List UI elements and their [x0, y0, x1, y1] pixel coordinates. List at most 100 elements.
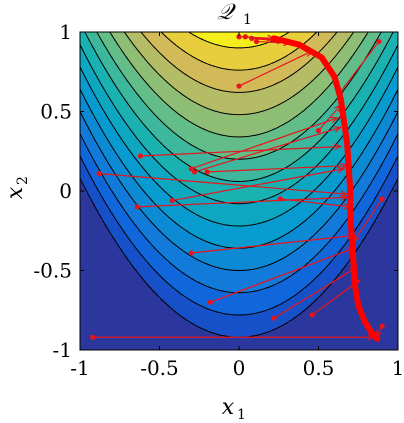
heatmap-cell: [164, 71, 168, 75]
heatmap-cell: [185, 125, 189, 129]
heatmap-cell: [260, 98, 264, 102]
heatmap-cell: [194, 113, 198, 117]
heatmap-cell: [248, 128, 252, 132]
heatmap-cell: [353, 155, 357, 159]
heatmap-cell: [392, 80, 396, 84]
heatmap-cell: [134, 80, 138, 84]
heatmap-cell: [95, 44, 99, 48]
heatmap-cell: [191, 41, 195, 45]
heatmap-cell: [236, 131, 240, 135]
heatmap-cell: [176, 44, 180, 48]
heatmap-cell: [197, 89, 201, 93]
heatmap-cell: [260, 155, 264, 159]
heatmap-cell: [269, 122, 273, 126]
heatmap-cell: [80, 122, 84, 126]
heatmap-cell: [167, 146, 171, 150]
heatmap-cell: [302, 35, 306, 39]
heatmap-cell: [260, 77, 264, 81]
heatmap-cell: [263, 101, 267, 105]
heatmap-cell: [242, 83, 246, 87]
heatmap-cell: [149, 89, 153, 93]
heatmap-cell: [371, 71, 375, 75]
heatmap-cell: [260, 86, 264, 90]
heatmap-cell: [320, 128, 324, 132]
heatmap-cell: [98, 98, 102, 102]
heatmap-cell: [83, 47, 87, 51]
heatmap-cell: [152, 77, 156, 81]
heatmap-cell: [284, 74, 288, 78]
heatmap-cell: [83, 77, 87, 81]
heatmap-cell: [290, 77, 294, 81]
heatmap-cell: [287, 32, 291, 36]
heatmap-cell: [179, 113, 183, 117]
heatmap-cell: [248, 104, 252, 108]
heatmap-cell: [260, 116, 264, 120]
heatmap-cell: [161, 86, 165, 90]
heatmap-cell: [113, 50, 117, 54]
chart-title-sub: 1: [243, 12, 252, 28]
heatmap-cell: [287, 86, 291, 90]
heatmap-cell: [290, 89, 294, 93]
heatmap-cell: [113, 116, 117, 120]
heatmap-cell: [386, 119, 390, 123]
heatmap-cell: [209, 32, 213, 36]
heatmap-cell: [191, 125, 195, 129]
heatmap-cell: [314, 92, 318, 96]
heatmap-cell: [296, 107, 300, 111]
heatmap-cell: [293, 119, 297, 123]
heatmap-cell: [215, 44, 219, 48]
heatmap-cell: [215, 59, 219, 63]
heatmap-cell: [308, 92, 312, 96]
heatmap-cell: [128, 95, 132, 99]
heatmap-cell: [146, 53, 150, 57]
heatmap-cell: [182, 140, 186, 144]
heatmap-cell: [203, 50, 207, 54]
heatmap-cell: [395, 32, 398, 36]
heatmap-cell: [350, 155, 354, 159]
heatmap-cell: [185, 41, 189, 45]
heatmap-cell: [245, 83, 249, 87]
heatmap-cell: [308, 134, 312, 138]
heatmap-cell: [227, 98, 231, 102]
heatmap-cell: [212, 137, 216, 141]
heatmap-cell: [236, 143, 240, 147]
heatmap-cell: [131, 137, 135, 141]
heatmap-cell: [290, 143, 294, 147]
heatmap-cell: [110, 107, 114, 111]
heatmap-cell: [92, 119, 96, 123]
heatmap-cell: [212, 119, 216, 123]
heatmap-cell: [335, 155, 339, 159]
heatmap-cell: [152, 131, 156, 135]
heatmap-cell: [233, 83, 237, 87]
heatmap-cell: [236, 104, 240, 108]
heatmap-cell: [332, 65, 336, 69]
heatmap-cell: [125, 44, 129, 48]
heatmap-cell: [161, 80, 165, 84]
heatmap-cell: [215, 122, 219, 126]
heatmap-cell: [395, 92, 398, 96]
heatmap-cell: [149, 92, 153, 96]
heatmap-cell: [341, 35, 345, 39]
heatmap-cell: [377, 89, 381, 93]
heatmap-cell: [269, 32, 273, 36]
heatmap-cell: [92, 131, 96, 135]
heatmap-cell: [89, 104, 93, 108]
heatmap-cell: [290, 83, 294, 87]
heatmap-cell: [140, 125, 144, 129]
heatmap-cell: [392, 89, 396, 93]
heatmap-cell: [308, 143, 312, 147]
heatmap-cell: [194, 140, 198, 144]
heatmap-cell: [248, 125, 252, 129]
heatmap-cell: [293, 134, 297, 138]
heatmap-cell: [269, 113, 273, 117]
heatmap-cell: [329, 35, 333, 39]
heatmap-cell: [356, 152, 360, 156]
heatmap-cell: [92, 125, 96, 129]
heatmap-cell: [239, 107, 243, 111]
heatmap-cell: [128, 140, 132, 144]
heatmap-cell: [143, 104, 147, 108]
heatmap-cell: [362, 35, 366, 39]
heatmap-cell: [176, 68, 180, 72]
heatmap-cell: [155, 98, 159, 102]
heatmap-cell: [311, 107, 315, 111]
